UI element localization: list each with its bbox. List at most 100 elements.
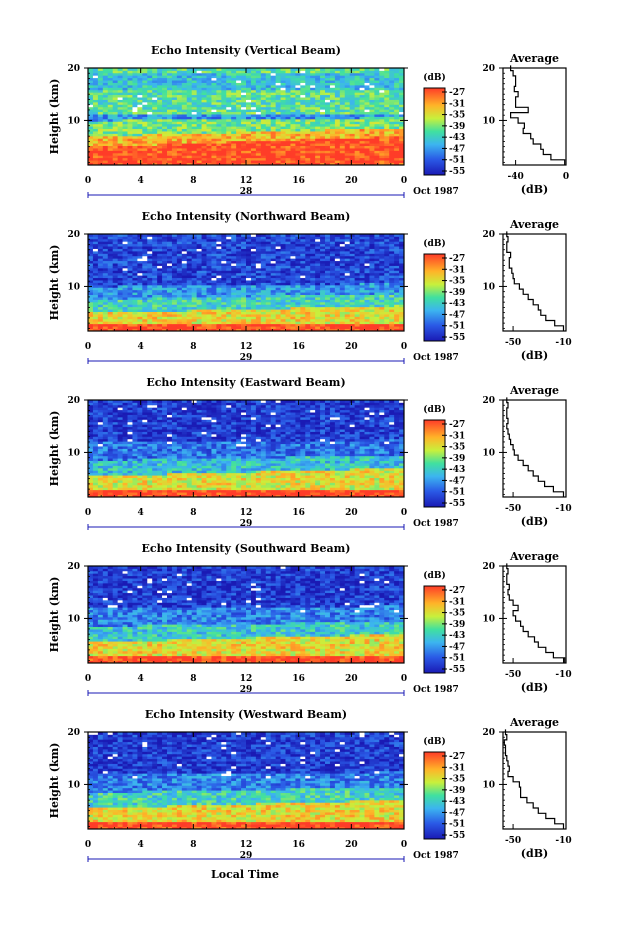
heatmap-cell bbox=[127, 246, 133, 249]
heatmap-cell bbox=[88, 80, 94, 83]
heatmap-cell bbox=[147, 292, 153, 296]
heatmap-cell bbox=[231, 280, 237, 283]
heatmap-cell bbox=[236, 123, 242, 127]
heatmap-cell bbox=[270, 101, 277, 105]
heatmap-cell bbox=[315, 321, 321, 325]
heatmap-cell bbox=[107, 304, 114, 308]
heatmap-cell bbox=[325, 284, 331, 288]
heatmap-cell bbox=[211, 92, 217, 96]
profile-x-label: (dB) bbox=[521, 183, 548, 196]
heatmap-cell bbox=[379, 248, 385, 252]
heatmap-cell bbox=[216, 275, 222, 279]
heatmap-cell bbox=[270, 297, 277, 300]
heatmap-cell bbox=[280, 326, 286, 329]
heatmap-cell bbox=[255, 316, 262, 320]
heatmap-cell bbox=[167, 121, 173, 125]
heatmap-cell bbox=[236, 75, 242, 79]
heatmap-cell bbox=[112, 82, 119, 86]
heatmap-cell bbox=[334, 97, 341, 100]
heatmap-cell bbox=[389, 255, 395, 259]
heatmap-cell bbox=[196, 292, 202, 296]
heatmap-cell bbox=[191, 326, 198, 329]
heatmap-cell bbox=[157, 260, 163, 264]
heatmap-cell bbox=[241, 253, 247, 257]
heatmap-cell bbox=[320, 275, 326, 279]
heatmap-cell bbox=[142, 299, 148, 303]
heatmap-cell bbox=[221, 99, 227, 103]
heatmap-cell bbox=[137, 104, 143, 108]
heatmap-cell bbox=[127, 111, 133, 115]
heatmap-cell bbox=[216, 284, 222, 288]
heatmap-cell bbox=[92, 150, 99, 154]
heatmap-cell bbox=[399, 275, 405, 279]
heatmap-cell bbox=[127, 126, 133, 130]
heatmap-cell bbox=[152, 97, 158, 100]
heatmap-cell bbox=[379, 75, 385, 79]
heatmap-cell bbox=[142, 92, 148, 96]
heatmap-cell bbox=[394, 135, 400, 139]
heatmap-cell bbox=[310, 301, 316, 305]
heatmap-cell bbox=[92, 263, 99, 266]
heatmap-cell bbox=[206, 267, 212, 271]
heatmap-cell bbox=[231, 97, 237, 100]
heatmap-cell bbox=[132, 145, 138, 149]
heatmap-cell bbox=[334, 92, 341, 96]
heatmap-cell bbox=[255, 284, 262, 288]
heatmap-cell bbox=[88, 258, 94, 262]
heatmap-cell bbox=[88, 109, 94, 113]
heatmap-cell bbox=[305, 280, 311, 283]
heatmap-cell bbox=[394, 328, 400, 332]
heatmap-cell bbox=[344, 106, 351, 110]
heatmap-cell bbox=[241, 277, 247, 281]
heatmap-cell bbox=[152, 301, 158, 305]
heatmap-cell bbox=[364, 104, 370, 108]
heatmap-cell bbox=[157, 297, 163, 300]
heatmap-cell bbox=[369, 109, 375, 113]
heatmap-cell bbox=[127, 70, 133, 74]
heatmap-cell bbox=[250, 250, 257, 254]
heatmap-cell bbox=[196, 260, 202, 264]
heatmap-cell bbox=[364, 277, 370, 281]
heatmap-cell bbox=[310, 265, 316, 269]
heatmap-cell bbox=[236, 277, 242, 281]
heatmap-cell bbox=[231, 104, 237, 108]
heatmap-cell bbox=[171, 304, 178, 308]
heatmap-cell bbox=[137, 118, 143, 122]
heatmap-cell bbox=[270, 321, 277, 325]
heatmap-cell bbox=[122, 246, 128, 249]
heatmap-cell bbox=[216, 126, 222, 130]
heatmap-cell bbox=[122, 272, 128, 276]
heatmap-cell bbox=[162, 89, 168, 93]
heatmap-cell bbox=[167, 77, 173, 81]
heatmap-cell bbox=[399, 250, 405, 254]
heatmap-cell bbox=[206, 126, 212, 130]
heatmap-cell bbox=[142, 82, 148, 86]
heatmap-cell bbox=[379, 314, 385, 317]
heatmap-cell bbox=[201, 304, 207, 308]
heatmap-cell bbox=[196, 111, 202, 115]
heatmap-cell bbox=[196, 101, 202, 105]
heatmap-cell bbox=[196, 70, 202, 74]
heatmap-cell bbox=[285, 145, 291, 149]
heatmap-cell bbox=[122, 160, 128, 163]
heatmap-cell bbox=[117, 145, 123, 149]
heatmap-cell bbox=[325, 292, 331, 296]
heatmap-cell bbox=[290, 272, 296, 276]
heatmap-cell bbox=[186, 89, 193, 93]
heatmap-cell bbox=[349, 250, 356, 254]
heatmap-cell bbox=[320, 299, 326, 303]
heatmap-cell bbox=[310, 133, 316, 137]
heatmap-cell bbox=[97, 118, 104, 122]
heatmap-cell bbox=[394, 92, 400, 96]
heatmap-cell bbox=[196, 248, 202, 252]
heatmap-cell bbox=[305, 250, 311, 254]
heatmap-cell bbox=[394, 270, 400, 274]
heatmap-cell bbox=[325, 248, 331, 252]
heatmap-cell bbox=[369, 128, 375, 132]
heatmap-cell bbox=[226, 72, 232, 76]
heatmap-cell bbox=[88, 133, 94, 137]
heatmap-cell bbox=[315, 106, 321, 110]
heatmap-cell bbox=[394, 80, 400, 83]
heatmap-cell bbox=[374, 321, 380, 325]
heatmap-cell bbox=[379, 87, 385, 91]
